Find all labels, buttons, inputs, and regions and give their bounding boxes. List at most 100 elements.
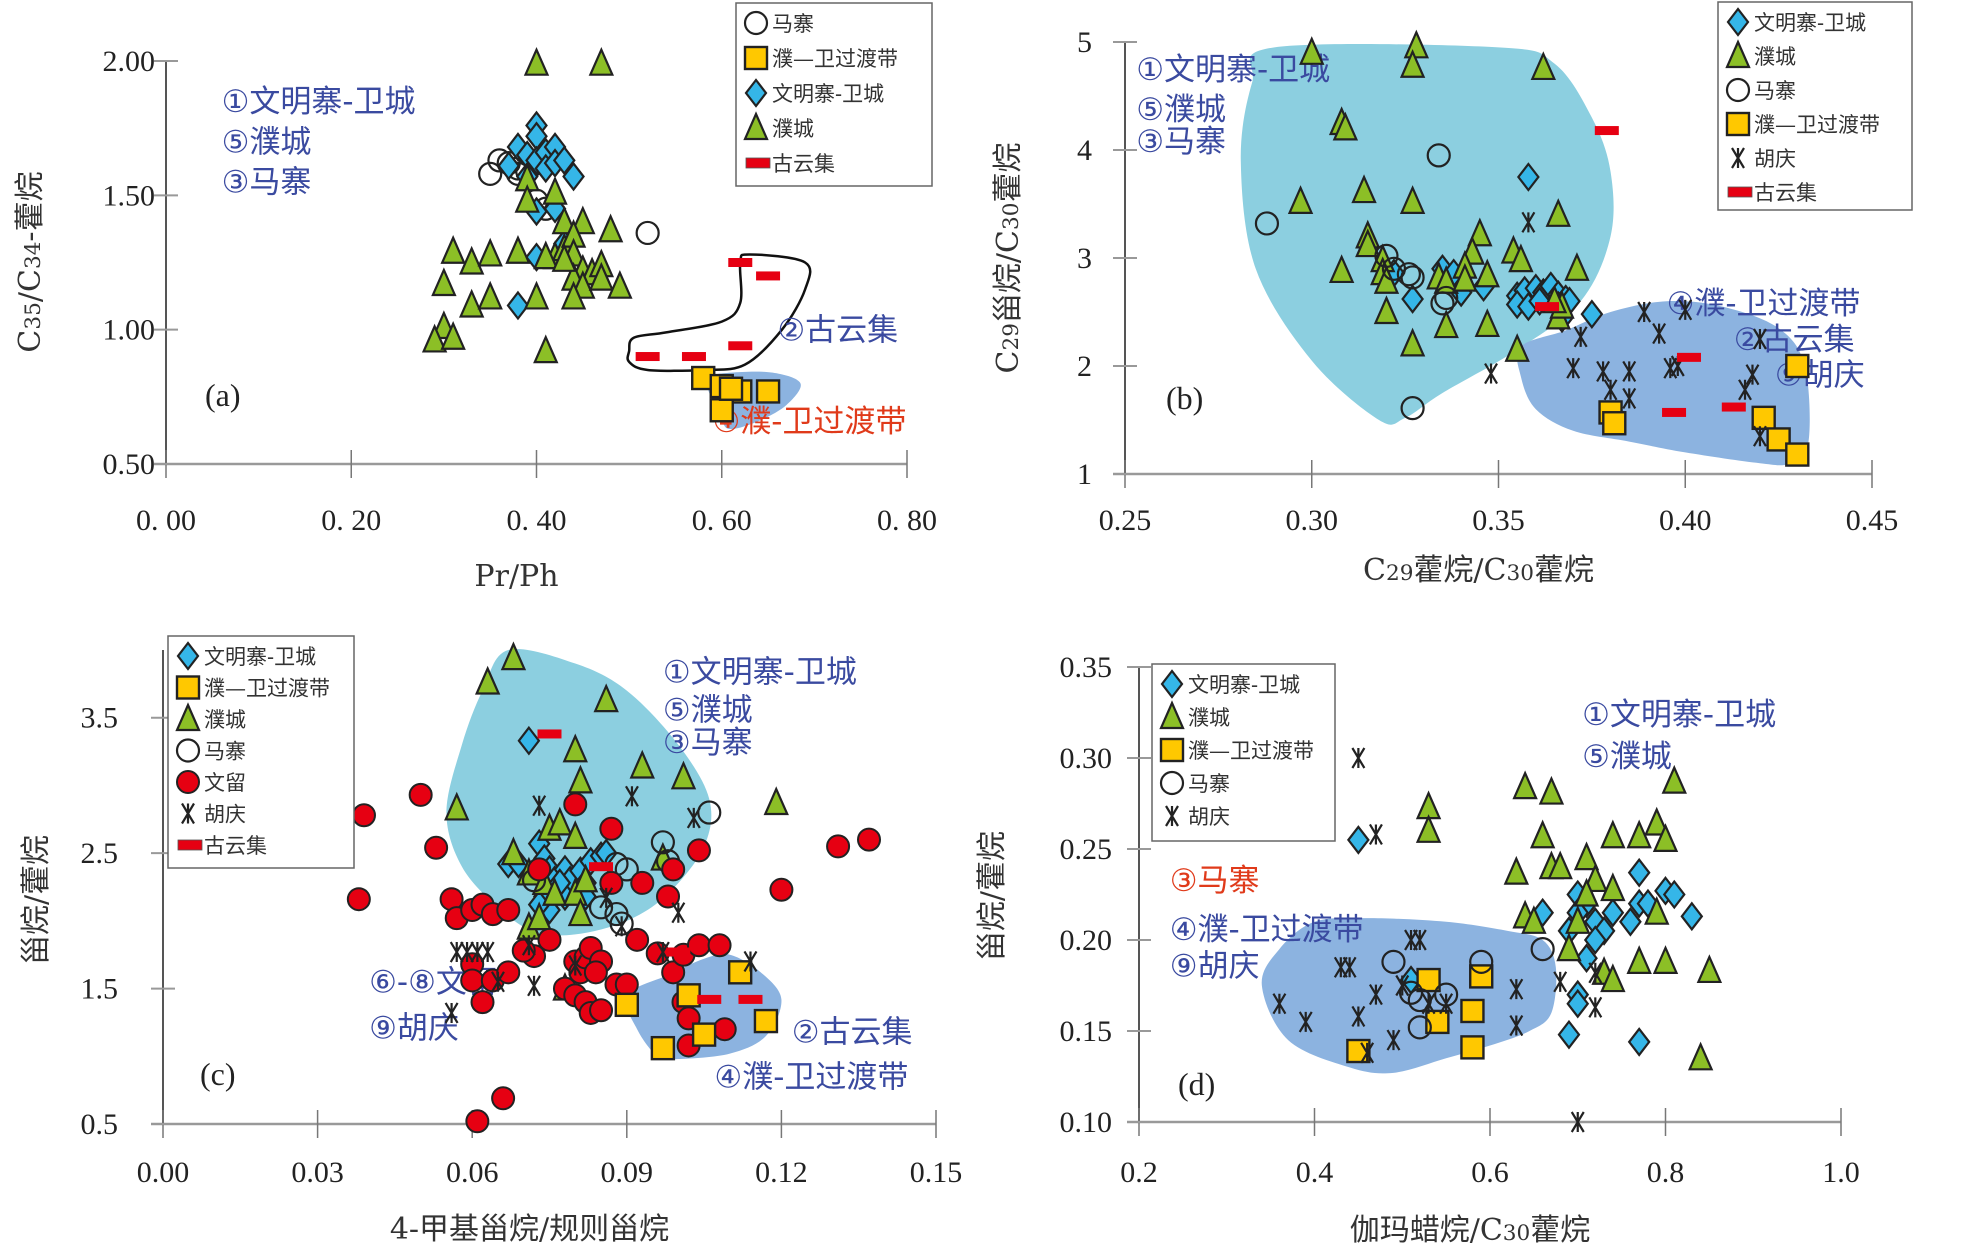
data-point	[1600, 872, 1626, 902]
y-tick-label: 0.15	[1060, 1015, 1113, 1048]
label-part: 甾烷/	[991, 252, 1026, 323]
data-point	[589, 862, 614, 872]
data-point	[599, 816, 624, 841]
data-point	[1602, 411, 1627, 436]
label-subscript: 35	[21, 302, 46, 329]
data-point	[1545, 198, 1571, 227]
data-point	[1439, 993, 1454, 1015]
region-annotation: ③马寨	[1170, 863, 1260, 899]
data-point	[1368, 823, 1383, 846]
x-tick-label: 0.2	[1120, 1156, 1158, 1189]
data-point	[1368, 984, 1383, 1006]
data-point	[1351, 1005, 1366, 1028]
data-point	[1566, 988, 1590, 1019]
data-point	[1547, 850, 1573, 880]
legend-label: 文留	[204, 771, 246, 795]
data-point	[458, 288, 485, 318]
data-point	[1474, 258, 1500, 288]
data-point	[449, 941, 464, 963]
legend-label: 胡庆	[1754, 147, 1796, 171]
asterisk-stroke	[1731, 147, 1745, 169]
asterisk-stroke	[1588, 996, 1603, 1018]
series-circle	[1381, 936, 1555, 1040]
data-point	[1661, 764, 1687, 794]
data-point	[589, 998, 614, 1023]
data-point	[1430, 291, 1455, 316]
data-point	[1400, 265, 1425, 290]
series-triangle	[421, 46, 633, 364]
data-point	[629, 749, 655, 779]
data-point	[1421, 993, 1436, 1015]
asterisk-stroke	[470, 941, 485, 963]
asterisk-stroke	[599, 887, 614, 909]
data-point	[1469, 949, 1494, 974]
data-point	[474, 665, 501, 695]
legend-item: 濮—卫过渡带	[1725, 111, 1880, 137]
asterisk-stroke	[671, 902, 686, 924]
legend-marker	[1159, 737, 1185, 763]
y-tick-label: 1.50	[103, 179, 156, 212]
data-point	[517, 725, 541, 756]
asterisk-stroke	[1165, 805, 1179, 827]
data-point	[570, 205, 596, 235]
label-part: 藿烷	[1530, 1213, 1590, 1248]
data-point	[460, 968, 485, 993]
data-point	[424, 835, 449, 860]
data-point	[1680, 901, 1704, 932]
legend-marker	[743, 45, 769, 71]
data-point	[583, 960, 608, 985]
y-tick-label: 3	[1077, 242, 1092, 275]
x-tick-label: 0.00	[137, 1156, 190, 1189]
data-point	[440, 320, 466, 350]
y-axis-title: 甾烷/藿烷	[19, 835, 54, 965]
y-tick-label: 2.5	[81, 837, 119, 870]
asterisk-stroke	[1395, 974, 1410, 997]
data-point	[661, 960, 686, 985]
asterisk-stroke	[568, 954, 583, 977]
series-square	[691, 365, 781, 423]
data-point	[1474, 308, 1500, 338]
data-point	[1785, 442, 1810, 467]
legend-marker	[1725, 111, 1751, 137]
legend-marker	[1159, 700, 1185, 730]
data-point	[1566, 357, 1581, 379]
series-asterisk	[1272, 747, 1603, 1133]
data-point	[1403, 29, 1430, 59]
data-point	[1400, 396, 1425, 421]
y-tick-label: 1.5	[81, 973, 119, 1006]
data-point	[1381, 949, 1406, 974]
data-point	[1504, 333, 1530, 362]
data-point	[444, 791, 470, 821]
label-part: 藿烷	[1534, 553, 1594, 588]
asterisk-stroke	[1368, 823, 1383, 846]
x-tick-label: 0.8	[1647, 1156, 1685, 1189]
panel-label: (c)	[200, 1056, 236, 1092]
y-tick-label: 1.00	[103, 314, 156, 347]
asterisk-stroke	[1351, 747, 1366, 769]
legend-item: 濮城	[1725, 39, 1796, 69]
data-point	[1745, 364, 1760, 386]
data-point	[1573, 841, 1600, 871]
data-point	[506, 290, 530, 321]
x-tick-label: 0.03	[291, 1156, 344, 1189]
data-point	[1573, 326, 1588, 348]
y-tick-label: 0.30	[1060, 742, 1113, 775]
label-part: C	[991, 351, 1026, 374]
series-triangle	[1287, 29, 1590, 362]
data-point	[500, 641, 527, 671]
data-point	[630, 870, 655, 895]
data-point	[491, 1086, 516, 1111]
asterisk-stroke	[1298, 1011, 1313, 1033]
data-point	[1355, 228, 1381, 258]
data-point	[552, 145, 576, 176]
legend-item: 濮城	[743, 111, 814, 141]
asterisk-stroke	[521, 934, 536, 956]
asterisk-stroke	[527, 975, 541, 997]
data-point	[593, 683, 619, 713]
region-annotation: ②古云集	[1734, 322, 1855, 358]
series-asterisk	[444, 785, 758, 1024]
data-point	[707, 933, 732, 958]
legend-marker	[1725, 39, 1751, 69]
asterisk-stroke	[480, 941, 495, 963]
legend-box	[1717, 1, 1913, 211]
